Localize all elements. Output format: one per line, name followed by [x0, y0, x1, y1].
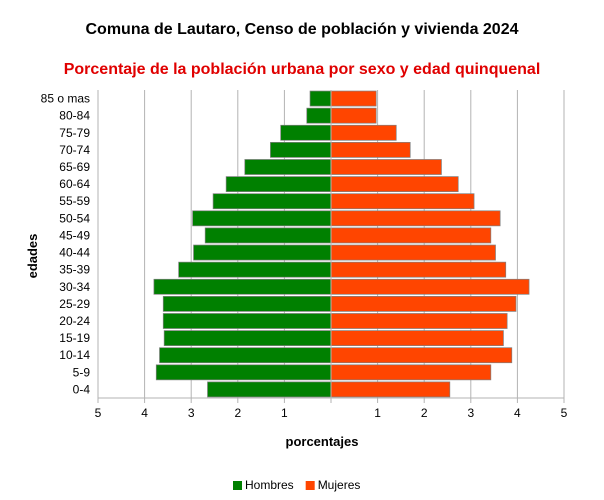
y-tick-label: 70-74: [59, 143, 90, 157]
x-tick-label: 2: [421, 406, 428, 420]
y-tick-label: 85 o mas: [41, 92, 90, 106]
bar-hombres: [163, 330, 332, 346]
x-tick-label: 5: [561, 406, 568, 420]
x-tick-label: 4: [141, 406, 148, 420]
bar-hombres: [193, 244, 332, 261]
bar-hombres: [225, 176, 332, 192]
y-tick-label: 50-54: [59, 211, 90, 225]
bar-mujeres: [330, 278, 530, 295]
bars: [153, 90, 530, 398]
x-tick-label: 3: [467, 406, 474, 420]
y-tick-label: 80-84: [59, 109, 90, 123]
bar-mujeres: [330, 330, 504, 346]
bar-hombres: [159, 347, 332, 364]
bar-hombres: [155, 364, 332, 381]
bar-mujeres: [330, 210, 501, 227]
bar-mujeres: [330, 193, 475, 210]
bar-mujeres: [330, 313, 508, 329]
y-tick-label: 55-59: [59, 194, 90, 208]
bar-hombres: [162, 296, 332, 312]
legend-label: Mujeres: [318, 478, 361, 492]
bar-mujeres: [330, 159, 442, 175]
bar-mujeres: [330, 90, 377, 107]
x-tick-label: 2: [234, 406, 241, 420]
bar-mujeres: [330, 176, 459, 192]
bar-hombres: [212, 193, 332, 210]
x-tick-label: 3: [188, 406, 195, 420]
bar-mujeres: [330, 244, 496, 261]
axes: 5 4 3 2 1 1 2 3 4 5 0-4 5-9 10-14 15-19 20-24 25-29 30-3…: [41, 90, 568, 420]
bar-hombres: [280, 124, 332, 141]
y-tick-label: 30-34: [59, 280, 90, 294]
y-tick-label: 10-14: [59, 348, 90, 362]
x-tick-label: 5: [95, 406, 102, 420]
y-tick-label: 0-4: [73, 382, 91, 396]
x-axis-label: porcentajes: [286, 434, 359, 449]
bar-mujeres: [330, 142, 411, 158]
bar-mujeres: [330, 364, 492, 381]
bar-hombres: [244, 159, 332, 175]
chart-subtitle: Porcentaje de la población urbana por se…: [64, 61, 541, 78]
bar-hombres: [178, 261, 332, 278]
bar-hombres: [207, 381, 332, 398]
bar-mujeres: [330, 227, 492, 244]
x-tick-label: 1: [374, 406, 381, 420]
y-tick-label: 20-24: [59, 314, 90, 328]
y-tick-label: 5-9: [73, 365, 91, 379]
bar-mujeres: [330, 347, 513, 364]
y-tick-label: 75-79: [59, 126, 90, 140]
bar-hombres: [153, 278, 332, 295]
x-tick-label: 4: [514, 406, 521, 420]
bar-mujeres: [330, 381, 451, 398]
y-tick-label: 45-49: [59, 228, 90, 242]
chart-title: Comuna de Lautaro, Censo de población y …: [86, 21, 519, 38]
bar-hombres: [309, 90, 332, 107]
legend-swatch: [233, 481, 242, 490]
bar-mujeres: [330, 296, 517, 312]
y-tick-label: 40-44: [59, 246, 90, 260]
bar-hombres: [270, 142, 332, 158]
legend-label: Hombres: [245, 478, 294, 492]
bar-mujeres: [330, 107, 377, 124]
bar-hombres: [204, 227, 332, 244]
bar-hombres: [192, 210, 332, 227]
y-tick-label: 65-69: [59, 160, 90, 174]
y-tick-label: 60-64: [59, 177, 90, 191]
y-tick-label: 35-39: [59, 263, 90, 277]
bar-mujeres: [330, 124, 397, 141]
y-tick-label: 15-19: [59, 331, 90, 345]
y-tick-label: 25-29: [59, 297, 90, 311]
legend-swatch: [305, 481, 315, 490]
legend: Hombres Mujeres: [233, 478, 360, 492]
bar-mujeres: [330, 261, 507, 278]
bar-hombres: [162, 313, 332, 329]
x-tick-label: 1: [281, 406, 288, 420]
bar-hombres: [306, 107, 332, 124]
y-axis-label: edades: [25, 234, 40, 279]
